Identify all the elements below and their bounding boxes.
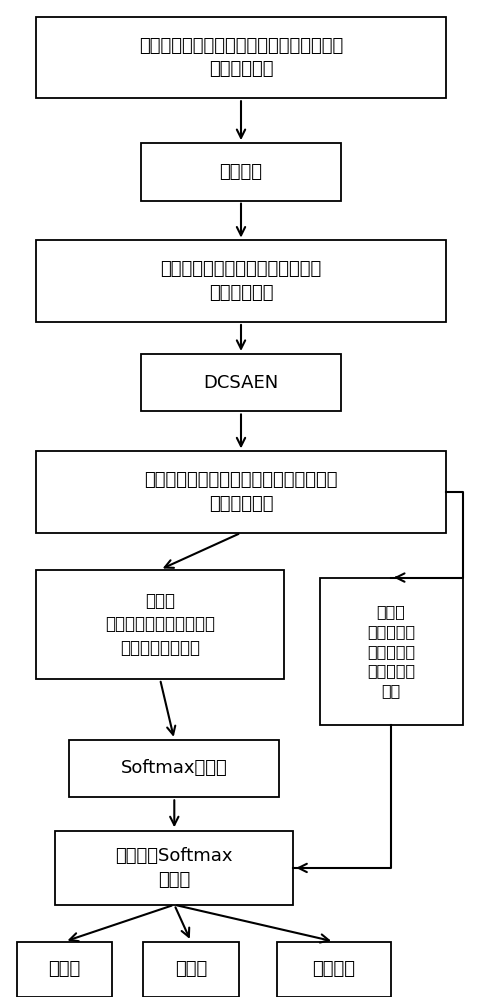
Bar (36, 17, 446, 98)
Bar (36, 240, 446, 322)
Text: 训练过的Softmax
分类器: 训练过的Softmax 分类器 (116, 847, 233, 889)
Text: DCSAEN: DCSAEN (203, 374, 279, 392)
Bar (141, 354, 341, 411)
Text: Softmax分类器: Softmax分类器 (121, 760, 228, 778)
Bar (277, 942, 391, 997)
Text: 非疲劳、微疲劳和极度疲劳的原始采集脑电
信号集合矩阵: 非疲劳、微疲劳和极度疲劳的原始采集脑电 信号集合矩阵 (139, 37, 343, 78)
Bar (17, 942, 112, 997)
Bar (320, 578, 463, 725)
Text: 训练集
非疲劳、微疲劳和极度疲
劳的脑电信号矩阵: 训练集 非疲劳、微疲劳和极度疲 劳的脑电信号矩阵 (105, 592, 215, 657)
Text: 测试集
非疲劳、微
疲劳和极度
的脑电信号
矩阵: 测试集 非疲劳、微 疲劳和极度 的脑电信号 矩阵 (367, 604, 415, 698)
Text: 微疲劳: 微疲劳 (175, 960, 207, 978)
Text: 处理过的非疲劳、微疲劳和极度疲劳脑电
信号集合矩阵: 处理过的非疲劳、微疲劳和极度疲劳脑电 信号集合矩阵 (144, 471, 338, 513)
Text: 非疲劳: 非疲劳 (49, 960, 81, 978)
Bar (55, 831, 294, 905)
Text: 非疲劳、微疲劳和极度疲劳的脑电
信号集合矩阵: 非疲劳、微疲劳和极度疲劳的脑电 信号集合矩阵 (161, 260, 321, 302)
Bar (69, 740, 279, 797)
Text: 滤波去噪: 滤波去噪 (219, 163, 263, 181)
Bar (141, 143, 341, 201)
Bar (36, 570, 284, 679)
Bar (36, 451, 446, 533)
Bar (143, 942, 239, 997)
Text: 极度疲劳: 极度疲劳 (312, 960, 355, 978)
